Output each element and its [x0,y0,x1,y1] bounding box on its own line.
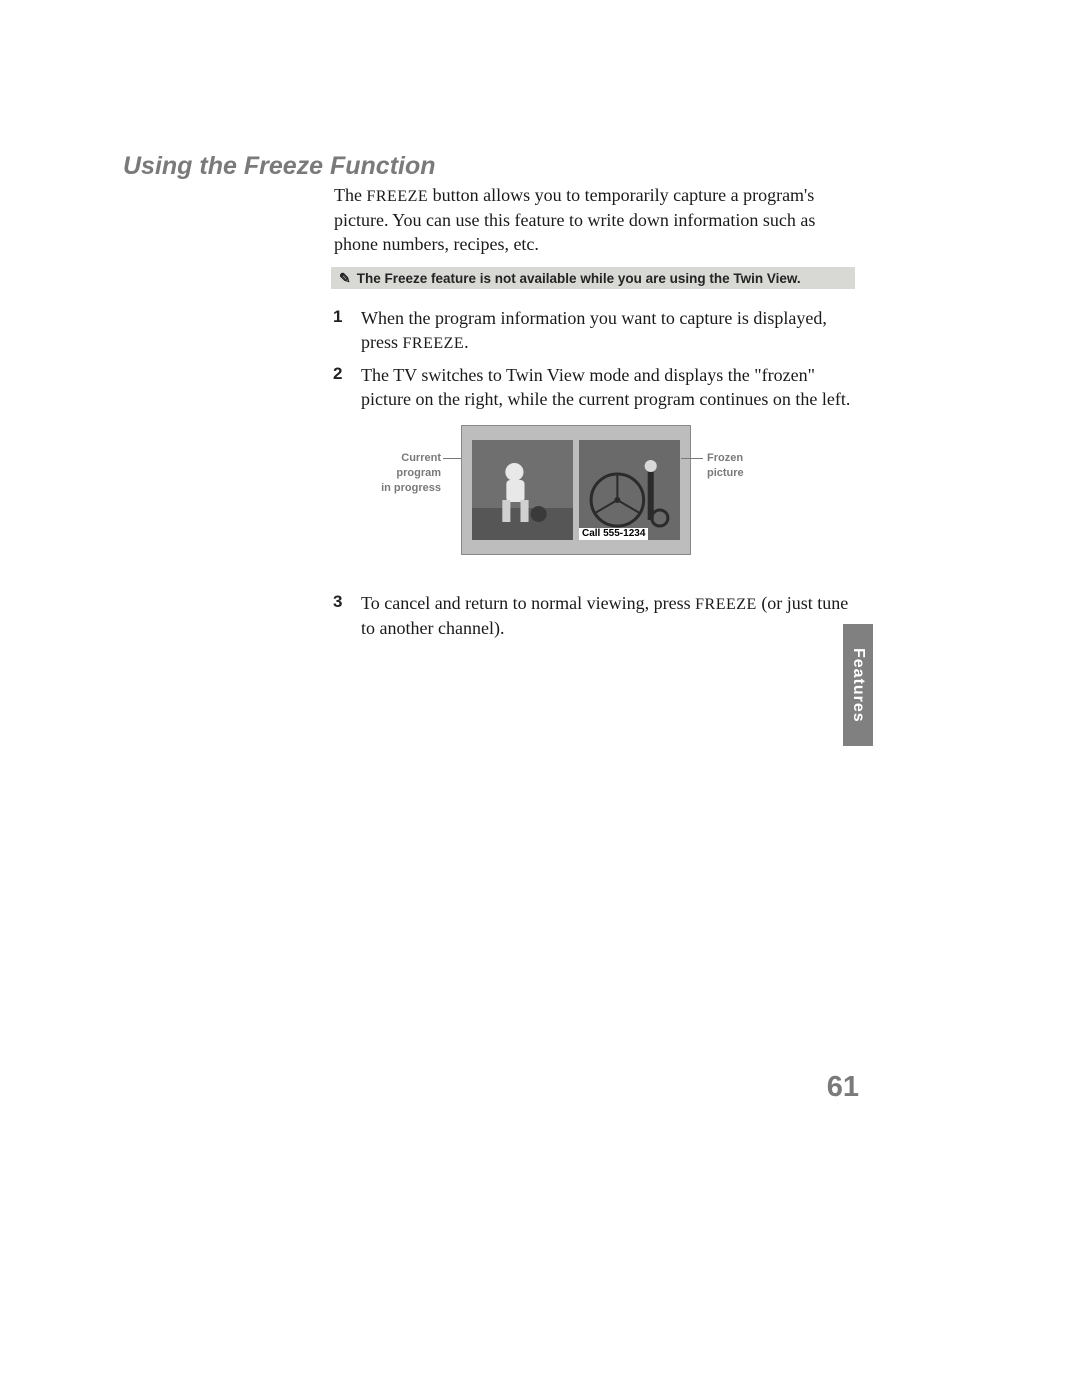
frozen-picture-panel: Call 555-1234 [579,440,680,540]
steps-list: 1 When the program information you want … [333,306,855,648]
step-text: When the program information you want to… [361,306,855,355]
step-1: 1 When the program information you want … [333,306,855,355]
figure-label-left: Current program in progress [371,451,441,496]
current-picture-panel [472,440,573,540]
step-number: 2 [333,363,361,412]
step-3: 3 To cancel and return to normal viewing… [333,591,855,640]
section-tab: Features [843,624,873,746]
intro-paragraph: The FREEZE button allows you to temporar… [334,183,854,256]
lead-line-right [681,458,703,459]
tv-frame: Call 555-1234 [461,425,691,555]
frozen-caption: Call 555-1234 [579,528,648,540]
note-text: The Freeze feature is not available whil… [357,271,801,286]
step-2: 2 The TV switches to Twin View mode and … [333,363,855,412]
figure: Current program in progress [361,425,855,575]
freeze-button-name: FREEZE [403,335,465,352]
step-number: 1 [333,306,361,355]
current-picture-icon [472,440,573,540]
frozen-picture-icon [579,440,680,540]
step-number: 3 [333,591,361,640]
page-number: 61 [827,1071,859,1104]
section-heading: Using the Freeze Function [123,152,436,181]
step-text: To cancel and return to normal viewing, … [361,591,855,640]
step-text: The TV switches to Twin View mode and di… [361,363,855,412]
figure-label-right: Frozen picture [707,451,777,481]
page: Using the Freeze Function The FREEZE but… [0,0,1080,1397]
freeze-button-name: FREEZE [366,188,428,205]
freeze-button-name: FREEZE [695,596,757,613]
note-bar: ✎ The Freeze feature is not available wh… [331,267,855,289]
intro-pre: The [334,185,366,205]
pen-icon: ✎ [339,270,351,287]
section-tab-label: Features [849,648,867,723]
